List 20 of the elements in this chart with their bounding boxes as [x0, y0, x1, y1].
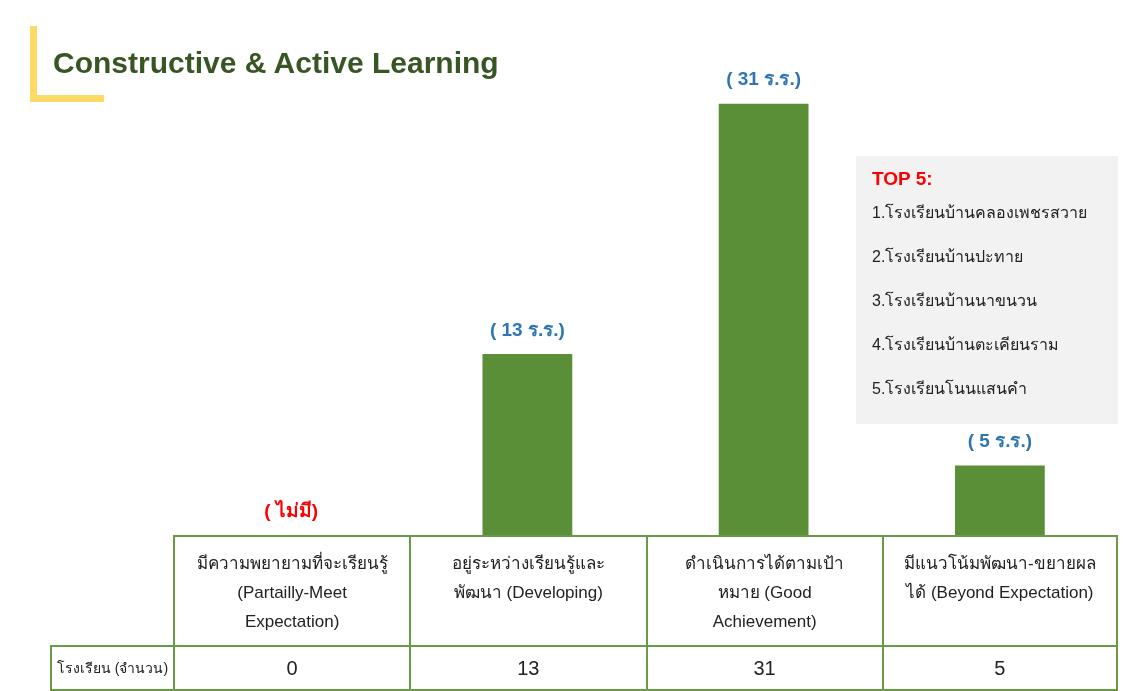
data-label: 0 — [173, 645, 410, 691]
annotation: 4.โรงเรียนบ้านตะเคียนราม — [872, 334, 1061, 355]
data-label: 13 — [409, 645, 646, 691]
annotation: ( 5 ร.ร.) — [967, 430, 1033, 452]
data-label: 5 — [881, 645, 1118, 691]
annotation: 5.โรงเรียนโนนแสนคำ — [872, 378, 1029, 399]
x-tick-label: มีความพยายามที่จะเรียนรู้ (Partailly-Meet Expectation) — [173, 535, 410, 647]
annotation: ( ไม่มี) — [264, 498, 319, 521]
annotation: TOP 5: — [872, 168, 934, 190]
annotation: ( 31 ร.ร.) — [726, 68, 802, 90]
x-tick-label: ดำเนินการได้ตามเป้าหมาย (Good Achievement) — [645, 535, 882, 647]
x-tick-label: อยู่ระหว่างเรียนรู้และพัฒนา (Developing) — [409, 535, 646, 647]
annotation: 2.โรงเรียนบ้านปะทาย — [872, 246, 1025, 267]
annotation: 1.โรงเรียนบ้านคลองเพชรสวาย — [872, 202, 1089, 223]
data-label: 31 — [645, 645, 882, 691]
annotation: ( 13 ร.ร.) — [489, 318, 565, 340]
text: โรงเรียน (จำนวน) — [50, 645, 173, 691]
x-tick-label: มีแนวโน้มพัฒนา-ขยายผลได้ (Beyond Expectation) — [881, 535, 1118, 647]
chart-title: Constructive & Active Learning — [53, 46, 499, 80]
annotation: 3.โรงเรียนบ้านนาขนวน — [872, 290, 1039, 311]
